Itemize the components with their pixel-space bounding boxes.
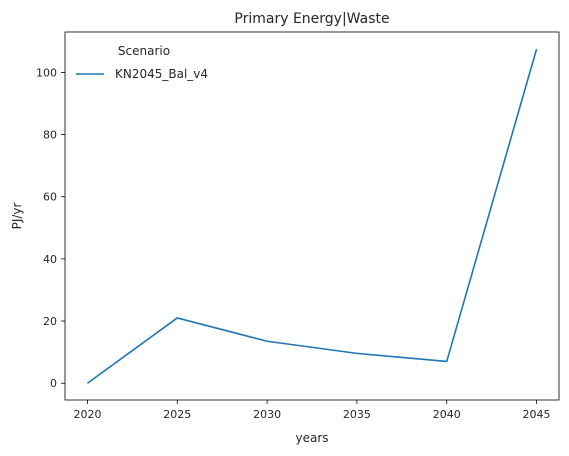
x-tick-label: 2020 [73, 408, 101, 421]
y-tick-label: 20 [43, 315, 57, 328]
y-tick-label: 40 [43, 253, 57, 266]
y-tick-label: 60 [43, 191, 57, 204]
legend: Scenario KN2045_Bal_v4 [76, 44, 208, 81]
y-tick-label: 80 [43, 129, 57, 142]
x-tick-label: 2025 [163, 408, 191, 421]
chart-title: Primary Energy|Waste [234, 11, 389, 27]
y-axis: 0 20 40 60 80 100 [36, 66, 65, 390]
x-axis: 2020 2025 2030 2035 2040 2045 [73, 400, 551, 421]
x-tick-label: 2035 [343, 408, 371, 421]
x-axis-label: years [295, 431, 328, 445]
plot-frame [64, 31, 560, 401]
legend-title: Scenario [118, 44, 170, 58]
y-axis-label: PJ/yr [10, 203, 24, 230]
series-line-kn2045-bal-v4 [86, 48, 538, 384]
x-tick-label: 2040 [433, 408, 461, 421]
y-tick-label: 100 [36, 66, 57, 79]
legend-entry-kn2045-bal-v4: KN2045_Bal_v4 [115, 67, 208, 81]
y-tick-label: 0 [50, 377, 57, 390]
x-tick-label: 2045 [523, 408, 551, 421]
series-layer [86, 48, 538, 384]
x-tick-label: 2030 [253, 408, 281, 421]
